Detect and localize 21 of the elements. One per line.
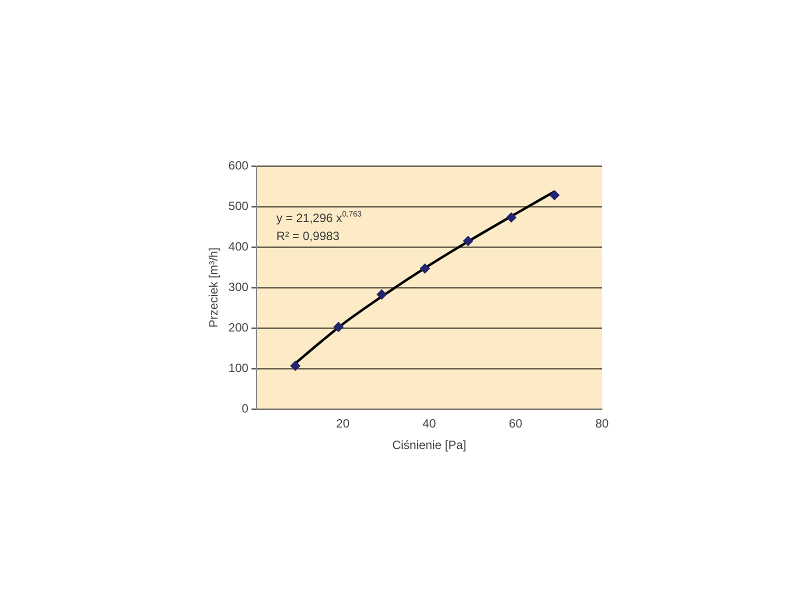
point [549,190,560,200]
y-tick-label: 0 [242,402,249,416]
point [376,289,387,300]
y-tick-label: 300 [228,280,249,294]
x-tick-label: 60 [508,416,523,431]
y-axis-title: Przeciek [m³/h] [206,248,221,328]
x-tick-label: 20 [336,416,350,431]
point [463,236,474,246]
point [290,360,300,371]
y-tick-label: 600 [228,158,249,172]
x-tick-label: 80 [595,416,609,431]
y-tick-label: 100 [228,360,249,375]
point [333,322,344,332]
point [506,212,516,222]
point [420,264,430,274]
y-tick-label: 200 [228,320,249,334]
y-tick-label: 400 [228,239,249,254]
x-axis-title: Ciśnienie [Pa] [392,438,466,452]
x-tick-label: 40 [422,416,436,431]
annotation: R² = 0,9983 [276,229,340,243]
y-tick-label: 500 [228,198,249,213]
